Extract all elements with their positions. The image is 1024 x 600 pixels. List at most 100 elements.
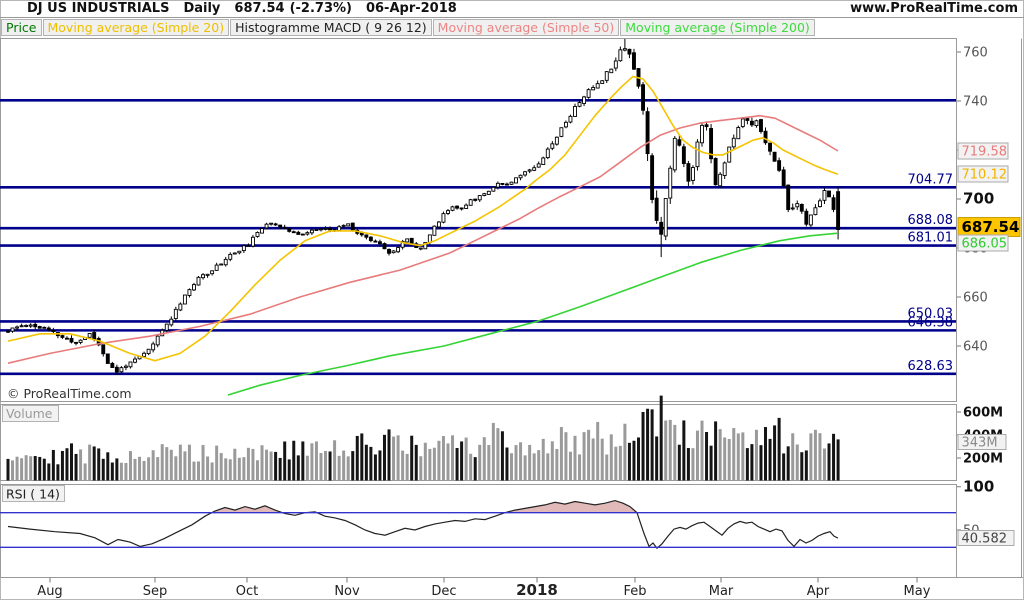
volume-bar <box>33 456 37 481</box>
time-axis-label: Mar <box>709 584 734 599</box>
candle-body <box>817 200 822 208</box>
volume-bar <box>237 457 241 481</box>
volume-bar <box>741 432 745 481</box>
volume-bar <box>478 444 482 481</box>
volume-bar <box>101 458 105 481</box>
axis-tag-box <box>957 530 1015 546</box>
candle-body <box>92 332 97 340</box>
volume-label: Volume <box>6 406 53 421</box>
ma200-line <box>227 232 839 396</box>
candle-body <box>210 270 215 275</box>
candle-body <box>260 228 264 234</box>
candle-body <box>246 245 251 247</box>
candle-body <box>6 330 10 333</box>
volume-bar <box>836 439 840 481</box>
axis-tag-value: 343M <box>962 436 998 451</box>
rsi-panel[interactable] <box>0 484 957 578</box>
price-panel[interactable] <box>0 38 957 402</box>
volume-bar <box>777 417 781 481</box>
candle-body <box>518 174 523 179</box>
time-axis-label: Oct <box>236 584 258 599</box>
candle-body <box>736 127 741 140</box>
rsi-line <box>7 499 839 550</box>
volume-bar <box>355 435 359 481</box>
volume-bar <box>764 427 768 481</box>
candle-body <box>804 210 809 225</box>
volume-bar <box>197 461 201 481</box>
volume-bar <box>650 409 654 481</box>
volume-bar <box>265 449 269 481</box>
candle-body <box>391 250 396 254</box>
candle-body <box>105 353 110 364</box>
candle-body <box>704 124 709 128</box>
candle-body <box>269 222 274 225</box>
candle-body <box>291 231 296 234</box>
volume-bar <box>228 459 232 481</box>
volume-bar <box>333 440 337 481</box>
candle-body <box>740 118 745 127</box>
volume-bar <box>469 453 473 481</box>
volume-bar <box>423 442 427 481</box>
volume-bar <box>727 438 731 481</box>
volume-bar <box>600 438 604 481</box>
volume-bar <box>20 458 24 481</box>
candle-body <box>223 258 228 266</box>
candle-body <box>577 102 582 107</box>
volume-bar <box>92 446 96 481</box>
candle-body <box>645 111 650 155</box>
volume-bar <box>759 445 763 481</box>
candle-body <box>182 294 187 305</box>
candle-body <box>563 121 568 128</box>
website-link[interactable]: www.ProRealTime.com <box>850 1 1018 16</box>
volume-bar <box>736 433 740 481</box>
candle-body <box>709 128 714 160</box>
rsi-label-box[interactable] <box>2 485 65 502</box>
volume-bar <box>351 451 355 481</box>
volume-bar <box>47 463 51 481</box>
volume-label-box[interactable] <box>2 405 59 422</box>
candle-body <box>836 191 841 230</box>
candle-body <box>799 204 804 212</box>
candle-body <box>305 232 310 235</box>
candle-body <box>309 229 314 234</box>
volume-bar <box>187 444 191 481</box>
candle-body <box>591 87 596 91</box>
candle-body <box>622 48 627 51</box>
volume-bar <box>260 445 264 481</box>
candle-body <box>609 68 614 74</box>
candle-body <box>300 233 305 236</box>
candle-body <box>713 157 718 186</box>
volume-bar <box>156 457 160 481</box>
legend-item-moving-average-simple-200[interactable]: Moving average (Simple 200) <box>620 19 815 36</box>
volume-bar <box>578 454 582 481</box>
volume-bar <box>664 420 668 481</box>
volume-bar <box>505 447 509 481</box>
candle-body <box>337 226 342 231</box>
price-axis-label: 660 <box>963 291 988 306</box>
candle-body <box>659 221 664 235</box>
volume-bar <box>827 443 831 481</box>
candle-body <box>87 332 92 338</box>
level-label: 650.03 <box>908 306 954 321</box>
legend-item-moving-average-simple-20[interactable]: Moving average (Simple 20) <box>42 19 230 36</box>
volume-bar <box>754 429 758 481</box>
volume-bar <box>482 437 486 481</box>
volume-bar <box>342 450 346 481</box>
volume-bar <box>60 450 64 481</box>
volume-bar <box>432 447 436 481</box>
volume-bar <box>160 444 164 481</box>
legend-item-moving-average-simple-50[interactable]: Moving average (Simple 50) <box>432 19 620 36</box>
volume-bar <box>555 448 559 481</box>
volume-bar <box>128 451 132 481</box>
candle-body <box>618 49 623 62</box>
rsi-axis: 10050 <box>957 477 994 539</box>
candle-body <box>33 323 38 328</box>
legend-item-price[interactable]: Price <box>1 19 42 36</box>
axis-tag-box <box>957 142 1009 160</box>
volume-bar <box>88 444 92 481</box>
candle-body <box>781 169 786 187</box>
candle-body <box>423 241 428 250</box>
legend-item-histogramme-macd-9-26-12[interactable]: Histogramme MACD ( 9 26 12) <box>230 19 432 36</box>
last-price: 687.54 <box>234 1 285 16</box>
